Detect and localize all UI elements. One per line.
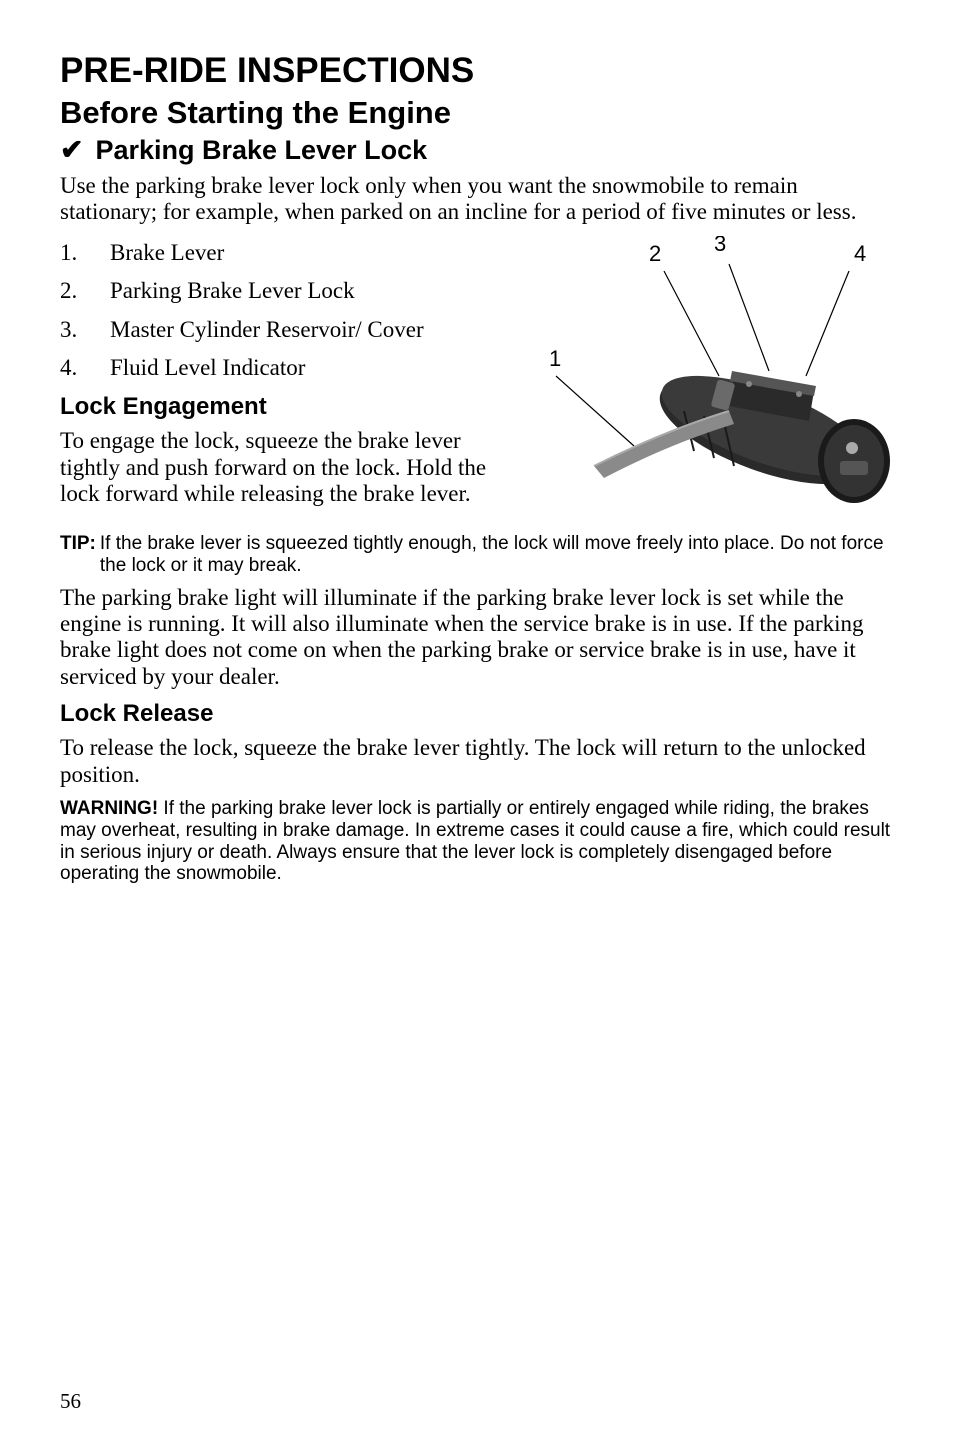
- svg-text:1: 1: [549, 346, 561, 371]
- list-number: 3.: [60, 317, 86, 343]
- lock-release-heading: Lock Release: [60, 700, 894, 729]
- list-item: 3. Master Cylinder Reservoir/ Cover: [60, 317, 514, 343]
- parking-brake-light-paragraph: The parking brake light will illuminate …: [60, 585, 894, 691]
- intro-paragraph: Use the parking brake lever lock only wh…: [60, 173, 894, 226]
- warning-block: WARNING! If the parking brake lever lock…: [60, 798, 894, 885]
- lock-engagement-paragraph: To engage the lock, squeeze the brake le…: [60, 428, 514, 507]
- warning-text: If the parking brake lever lock is parti…: [60, 798, 890, 885]
- list-text: Master Cylinder Reservoir/ Cover: [110, 317, 424, 343]
- warning-label: WARNING!: [60, 798, 158, 819]
- list-item: 2. Parking Brake Lever Lock: [60, 278, 514, 304]
- list-text: Brake Lever: [110, 240, 224, 266]
- list-item: 1. Brake Lever: [60, 240, 514, 266]
- brake-lever-figure: 1 2 3 4: [534, 236, 894, 516]
- subsection-row: ✔ Parking Brake Lever Lock: [60, 133, 894, 167]
- list-number: 2.: [60, 278, 86, 304]
- list-item: 4. Fluid Level Indicator: [60, 355, 514, 381]
- list-number: 4.: [60, 355, 86, 381]
- page-number: 56: [60, 1389, 81, 1414]
- tip-text: If the brake lever is squeezed tightly e…: [100, 533, 894, 577]
- lock-engagement-heading: Lock Engagement: [60, 393, 514, 422]
- page-title: PRE-RIDE INSPECTIONS: [60, 50, 894, 92]
- checkmark-icon: ✔: [60, 133, 83, 167]
- tip-block: TIP: If the brake lever is squeezed tigh…: [60, 533, 894, 577]
- numbered-list: 1. Brake Lever 2. Parking Brake Lever Lock…: [60, 240, 514, 382]
- lock-release-paragraph: To release the lock, squeeze the brake l…: [60, 735, 894, 788]
- section-title: Before Starting the Engine: [60, 94, 894, 131]
- svg-text:4: 4: [854, 241, 866, 266]
- tip-label: TIP:: [60, 533, 96, 577]
- svg-text:2: 2: [649, 241, 661, 266]
- list-number: 1.: [60, 240, 86, 266]
- svg-text:3: 3: [714, 236, 726, 256]
- list-text: Parking Brake Lever Lock: [110, 278, 355, 304]
- list-text: Fluid Level Indicator: [110, 355, 305, 381]
- left-column: 1. Brake Lever 2. Parking Brake Lever Lock…: [60, 236, 514, 518]
- figure-column: 1 2 3 4: [534, 236, 894, 521]
- subsection-title: Parking Brake Lever Lock: [95, 134, 427, 166]
- content-row: 1. Brake Lever 2. Parking Brake Lever Lock…: [60, 236, 894, 521]
